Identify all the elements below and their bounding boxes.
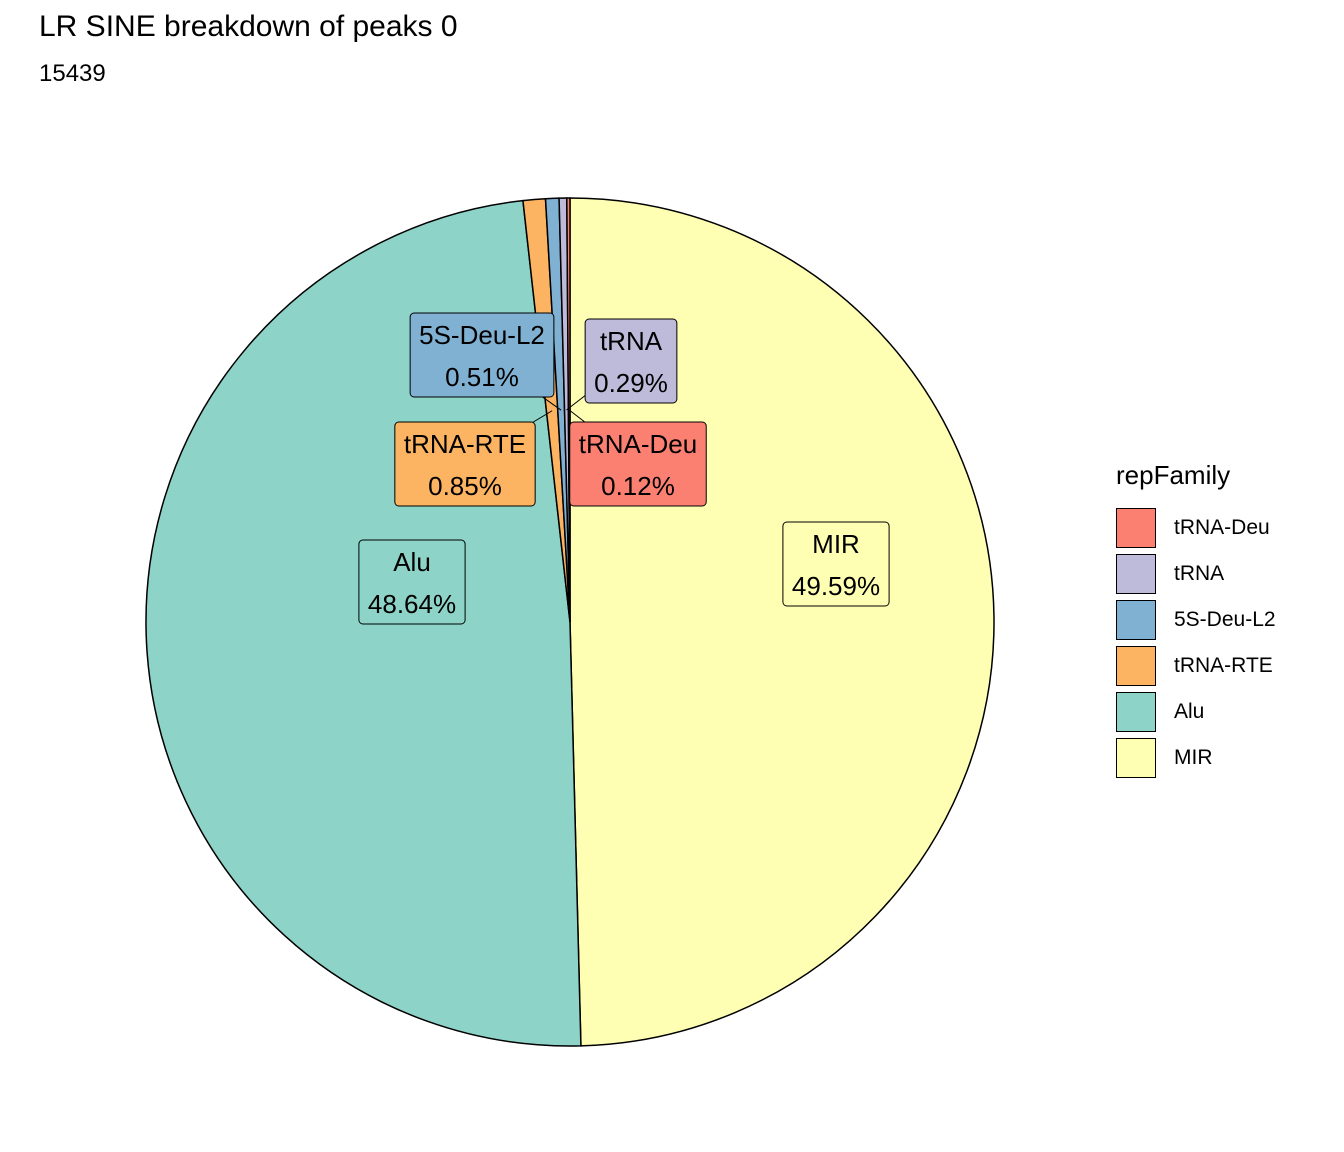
slice-label-value: 49.59%	[792, 571, 880, 601]
slice-label-name: Alu	[393, 547, 431, 577]
legend-item-alu: Alu	[1116, 689, 1276, 735]
slice-label-value: 0.51%	[445, 362, 519, 392]
slice-label-name: tRNA	[600, 326, 663, 356]
slice-label-value: 0.29%	[594, 368, 668, 398]
slice-label-mir: MIR 49.59%	[783, 522, 889, 606]
slice-label-trna-rte: tRNA-RTE 0.85%	[395, 422, 535, 506]
slice-label-trna: tRNA 0.29%	[585, 319, 677, 403]
slice-label-value: 48.64%	[368, 589, 456, 619]
legend-label: tRNA-Deu	[1174, 516, 1270, 540]
slice-label-name: MIR	[812, 529, 860, 559]
legend-swatch	[1116, 646, 1156, 686]
slice-label-5s-deu-l2: 5S-Deu-L2 0.51%	[410, 313, 554, 397]
legend-item-5s-deu-l2: 5S-Deu-L2	[1116, 597, 1276, 643]
legend-item-trna-rte: tRNA-RTE	[1116, 643, 1276, 689]
slice-label-name: 5S-Deu-L2	[419, 320, 545, 350]
slice-label-value: 0.85%	[428, 471, 502, 501]
legend-label: 5S-Deu-L2	[1174, 608, 1276, 632]
slice-label-name: tRNA-Deu	[579, 429, 697, 459]
legend: repFamily tRNA-Deu tRNA 5S-Deu-L2 tRNA-RTE A…	[1116, 460, 1276, 781]
legend-item-trna-deu: tRNA-Deu	[1116, 505, 1276, 551]
legend-label: MIR	[1174, 746, 1213, 770]
legend-title: repFamily	[1116, 460, 1276, 491]
legend-label: tRNA-RTE	[1174, 654, 1273, 678]
legend-swatch	[1116, 738, 1156, 778]
slice-label-value: 0.12%	[601, 471, 675, 501]
legend-swatch	[1116, 600, 1156, 640]
legend-swatch	[1116, 508, 1156, 548]
legend-item-mir: MIR	[1116, 735, 1276, 781]
slice-label-trna-deu: tRNA-Deu 0.12%	[570, 422, 706, 506]
legend-label: tRNA	[1174, 562, 1224, 586]
legend-swatch	[1116, 554, 1156, 594]
slice-label-name: tRNA-RTE	[404, 429, 526, 459]
legend-label: Alu	[1174, 700, 1204, 724]
legend-item-trna: tRNA	[1116, 551, 1276, 597]
legend-swatch	[1116, 692, 1156, 732]
slice-label-alu: Alu 48.64%	[359, 540, 465, 624]
